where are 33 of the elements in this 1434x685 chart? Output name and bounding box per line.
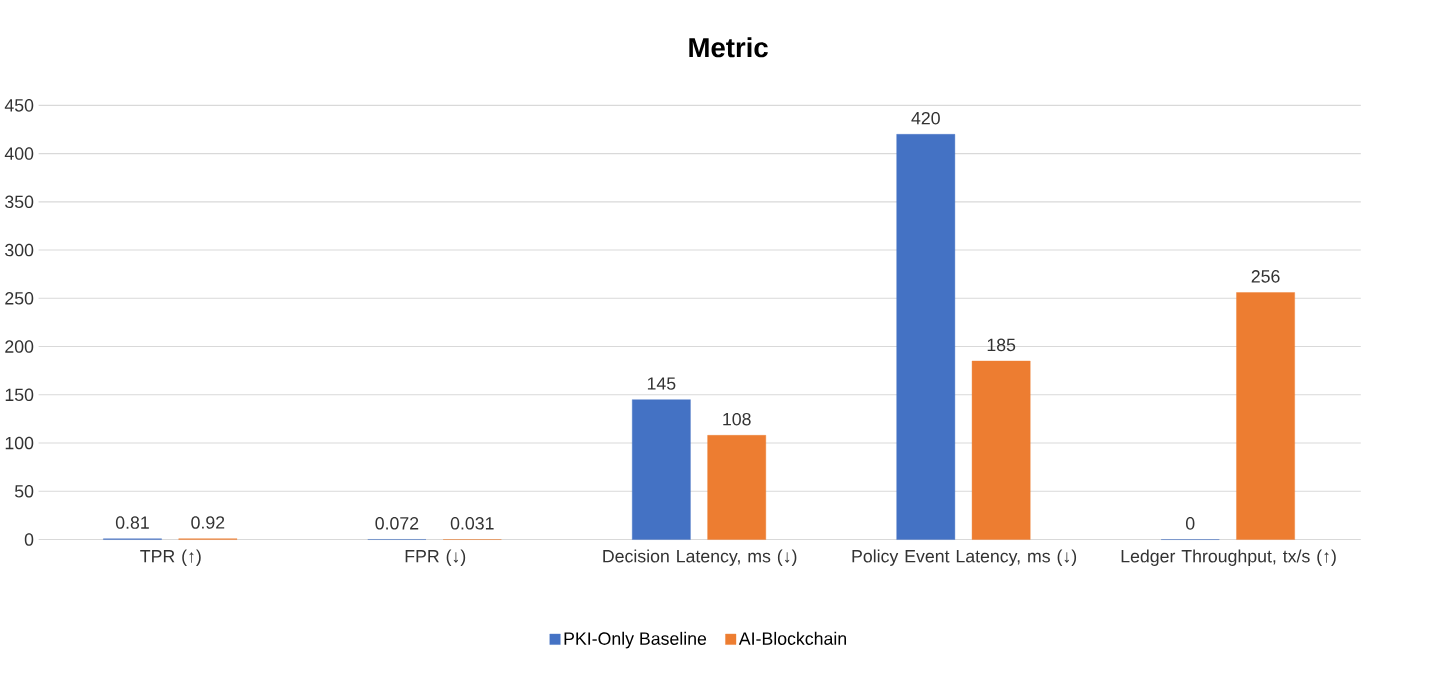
data-label: 420 (911, 111, 940, 125)
chart-title: Metric (689, 37, 768, 58)
data-label: 185 (987, 338, 1016, 352)
y-tick-label: 250 (5, 291, 34, 305)
data-label: 145 (647, 377, 676, 390)
data-label: 0.072 (375, 516, 419, 530)
x-tick-label: FPR (↓) (405, 549, 466, 566)
y-tick-label: 100 (5, 436, 34, 450)
legend-label: AI-Blockchain (738, 631, 846, 645)
data-label: 0.81 (115, 516, 149, 529)
y-tick-label: 0 (24, 533, 34, 546)
bar (896, 134, 956, 540)
data-label: 0.031 (450, 516, 494, 530)
data-label: 256 (1251, 270, 1280, 283)
y-tick-label: 300 (5, 243, 34, 257)
y-tick-label: 150 (5, 388, 34, 401)
data-label: 108 (723, 412, 751, 426)
y-tick-label: 450 (4, 98, 34, 112)
x-tick-label: Ledger Throughput, tx/s (↑) (1121, 549, 1336, 566)
x-tick-label: Decision Latency, ms (↓) (603, 549, 797, 566)
bar (707, 435, 766, 540)
data-label: 0 (1185, 516, 1195, 530)
y-tick-label: 50 (14, 484, 34, 498)
y-tick-label: 400 (4, 147, 34, 160)
bar (632, 399, 691, 540)
data-label: 0.92 (191, 516, 225, 529)
x-tick-label: TPR (↑) (140, 549, 201, 566)
y-tick-label: 200 (5, 340, 34, 353)
bar (971, 360, 1031, 540)
legend-label: PKI-Only Baseline (564, 631, 707, 649)
x-tick-label: Policy Event Latency, ms (↓) (852, 549, 1077, 566)
y-tick-label: 350 (5, 195, 34, 208)
bar (1236, 292, 1295, 540)
